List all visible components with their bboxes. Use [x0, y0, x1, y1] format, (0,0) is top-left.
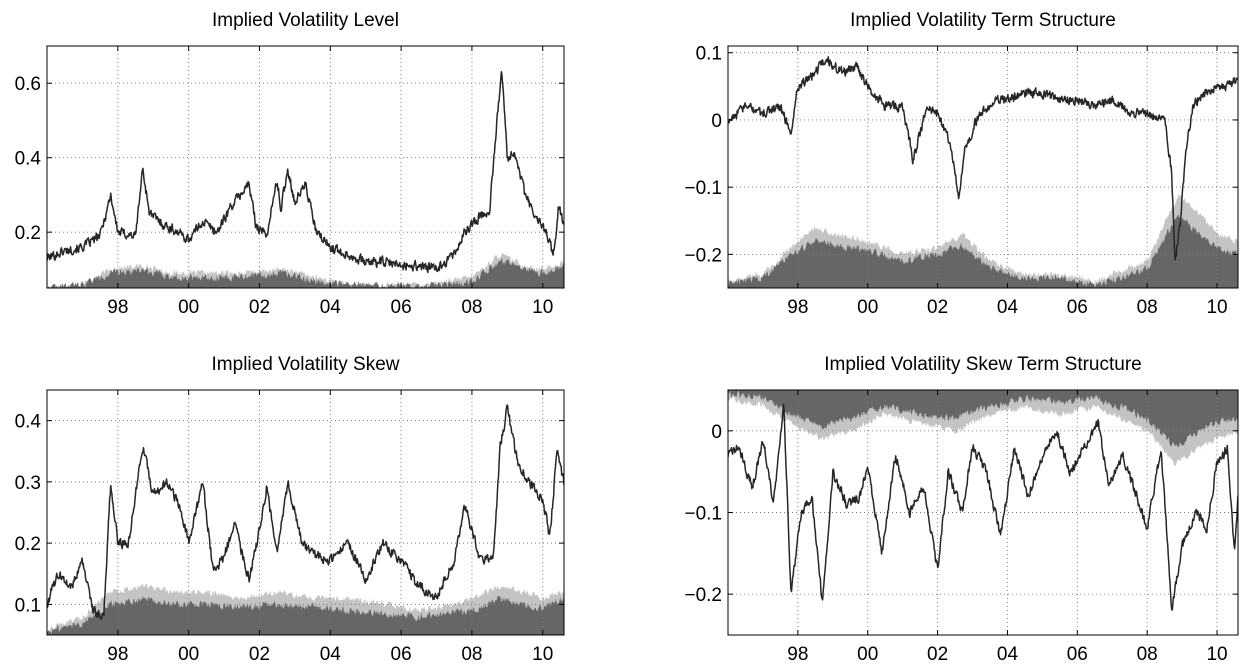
x-tick-label: 08 — [1137, 644, 1158, 665]
x-tick-label: 02 — [927, 297, 948, 318]
chart-title: Implied Volatility Level — [212, 10, 399, 31]
series-line — [728, 56, 1238, 261]
y-tick-label: 0.1 — [696, 44, 722, 65]
x-tick-label: 04 — [320, 297, 342, 318]
chart-title: Implied Volatility Skew — [212, 354, 400, 375]
series-band-dark — [47, 258, 564, 288]
x-tick-label: 08 — [1137, 297, 1158, 318]
x-tick-label: 04 — [997, 297, 1019, 318]
x-tick-label: 02 — [249, 297, 270, 318]
y-tick-label: 0.1 — [15, 595, 41, 616]
y-tick-label: 0.4 — [15, 412, 42, 433]
y-tick-label: 0.2 — [15, 223, 41, 244]
chart-panel-4: 98 00 02 04 06 08 10 −0.2 −0.1 0 Implied Volatilit… — [684, 354, 1239, 665]
x-tick-label: 00 — [178, 644, 199, 665]
x-tick-label: 00 — [178, 297, 199, 318]
series-band-dark — [728, 214, 1238, 288]
chart-title: Implied Volatility Skew Term Structure — [824, 354, 1142, 375]
x-tick-label: 06 — [391, 297, 412, 318]
chart-panel-2: 98 00 02 04 06 08 10 −0.2 −0.1 0 0.1 Implied Volati… — [684, 10, 1239, 318]
axes-frame — [46, 389, 565, 636]
series-band-dark — [47, 595, 564, 635]
x-tick-label: 02 — [249, 644, 270, 665]
axes-frame — [46, 45, 565, 289]
x-tick-label: 00 — [857, 297, 878, 318]
y-tick-label: 0 — [711, 111, 722, 132]
series-line — [728, 403, 1238, 611]
y-tick-label: 0.6 — [15, 74, 41, 95]
axes-frame — [727, 45, 1239, 289]
x-tick-label: 00 — [857, 644, 878, 665]
y-tick-label: 0.2 — [15, 534, 41, 555]
x-tick-label: 98 — [107, 644, 128, 665]
series-band-dark — [728, 390, 1238, 448]
x-tick-label: 98 — [107, 297, 128, 318]
y-tick-label: −0.1 — [684, 504, 722, 525]
x-tick-label: 10 — [532, 297, 553, 318]
y-tick-label: 0.4 — [15, 149, 42, 170]
chart-title: Implied Volatility Term Structure — [850, 10, 1116, 31]
y-tick-label: −0.1 — [684, 178, 722, 199]
chart-panel-1: 98 00 02 04 06 08 10 0.2 0.4 0.6 Implied Volatilit… — [15, 10, 565, 318]
series-line — [47, 71, 564, 274]
x-tick-label: 04 — [997, 644, 1019, 665]
chart-panel-3: 98 00 02 04 06 08 10 0.1 0.2 0.3 0.4 Implied Volati… — [15, 354, 565, 665]
y-tick-label: −0.2 — [684, 585, 722, 606]
x-tick-label: 06 — [391, 644, 412, 665]
x-tick-label: 98 — [787, 644, 808, 665]
x-tick-label: 10 — [1206, 644, 1227, 665]
y-tick-label: 0.3 — [15, 473, 41, 494]
x-tick-label: 10 — [1206, 297, 1227, 318]
x-tick-label: 98 — [787, 297, 808, 318]
series-line — [47, 404, 564, 621]
x-tick-label: 06 — [1067, 297, 1088, 318]
y-tick-label: −0.2 — [684, 245, 722, 266]
x-tick-label: 02 — [927, 644, 948, 665]
x-tick-label: 08 — [461, 297, 482, 318]
y-tick-label: 0 — [711, 422, 722, 443]
x-tick-label: 08 — [461, 644, 482, 665]
x-tick-label: 10 — [532, 644, 553, 665]
x-tick-label: 04 — [320, 644, 342, 665]
x-tick-label: 06 — [1067, 644, 1088, 665]
